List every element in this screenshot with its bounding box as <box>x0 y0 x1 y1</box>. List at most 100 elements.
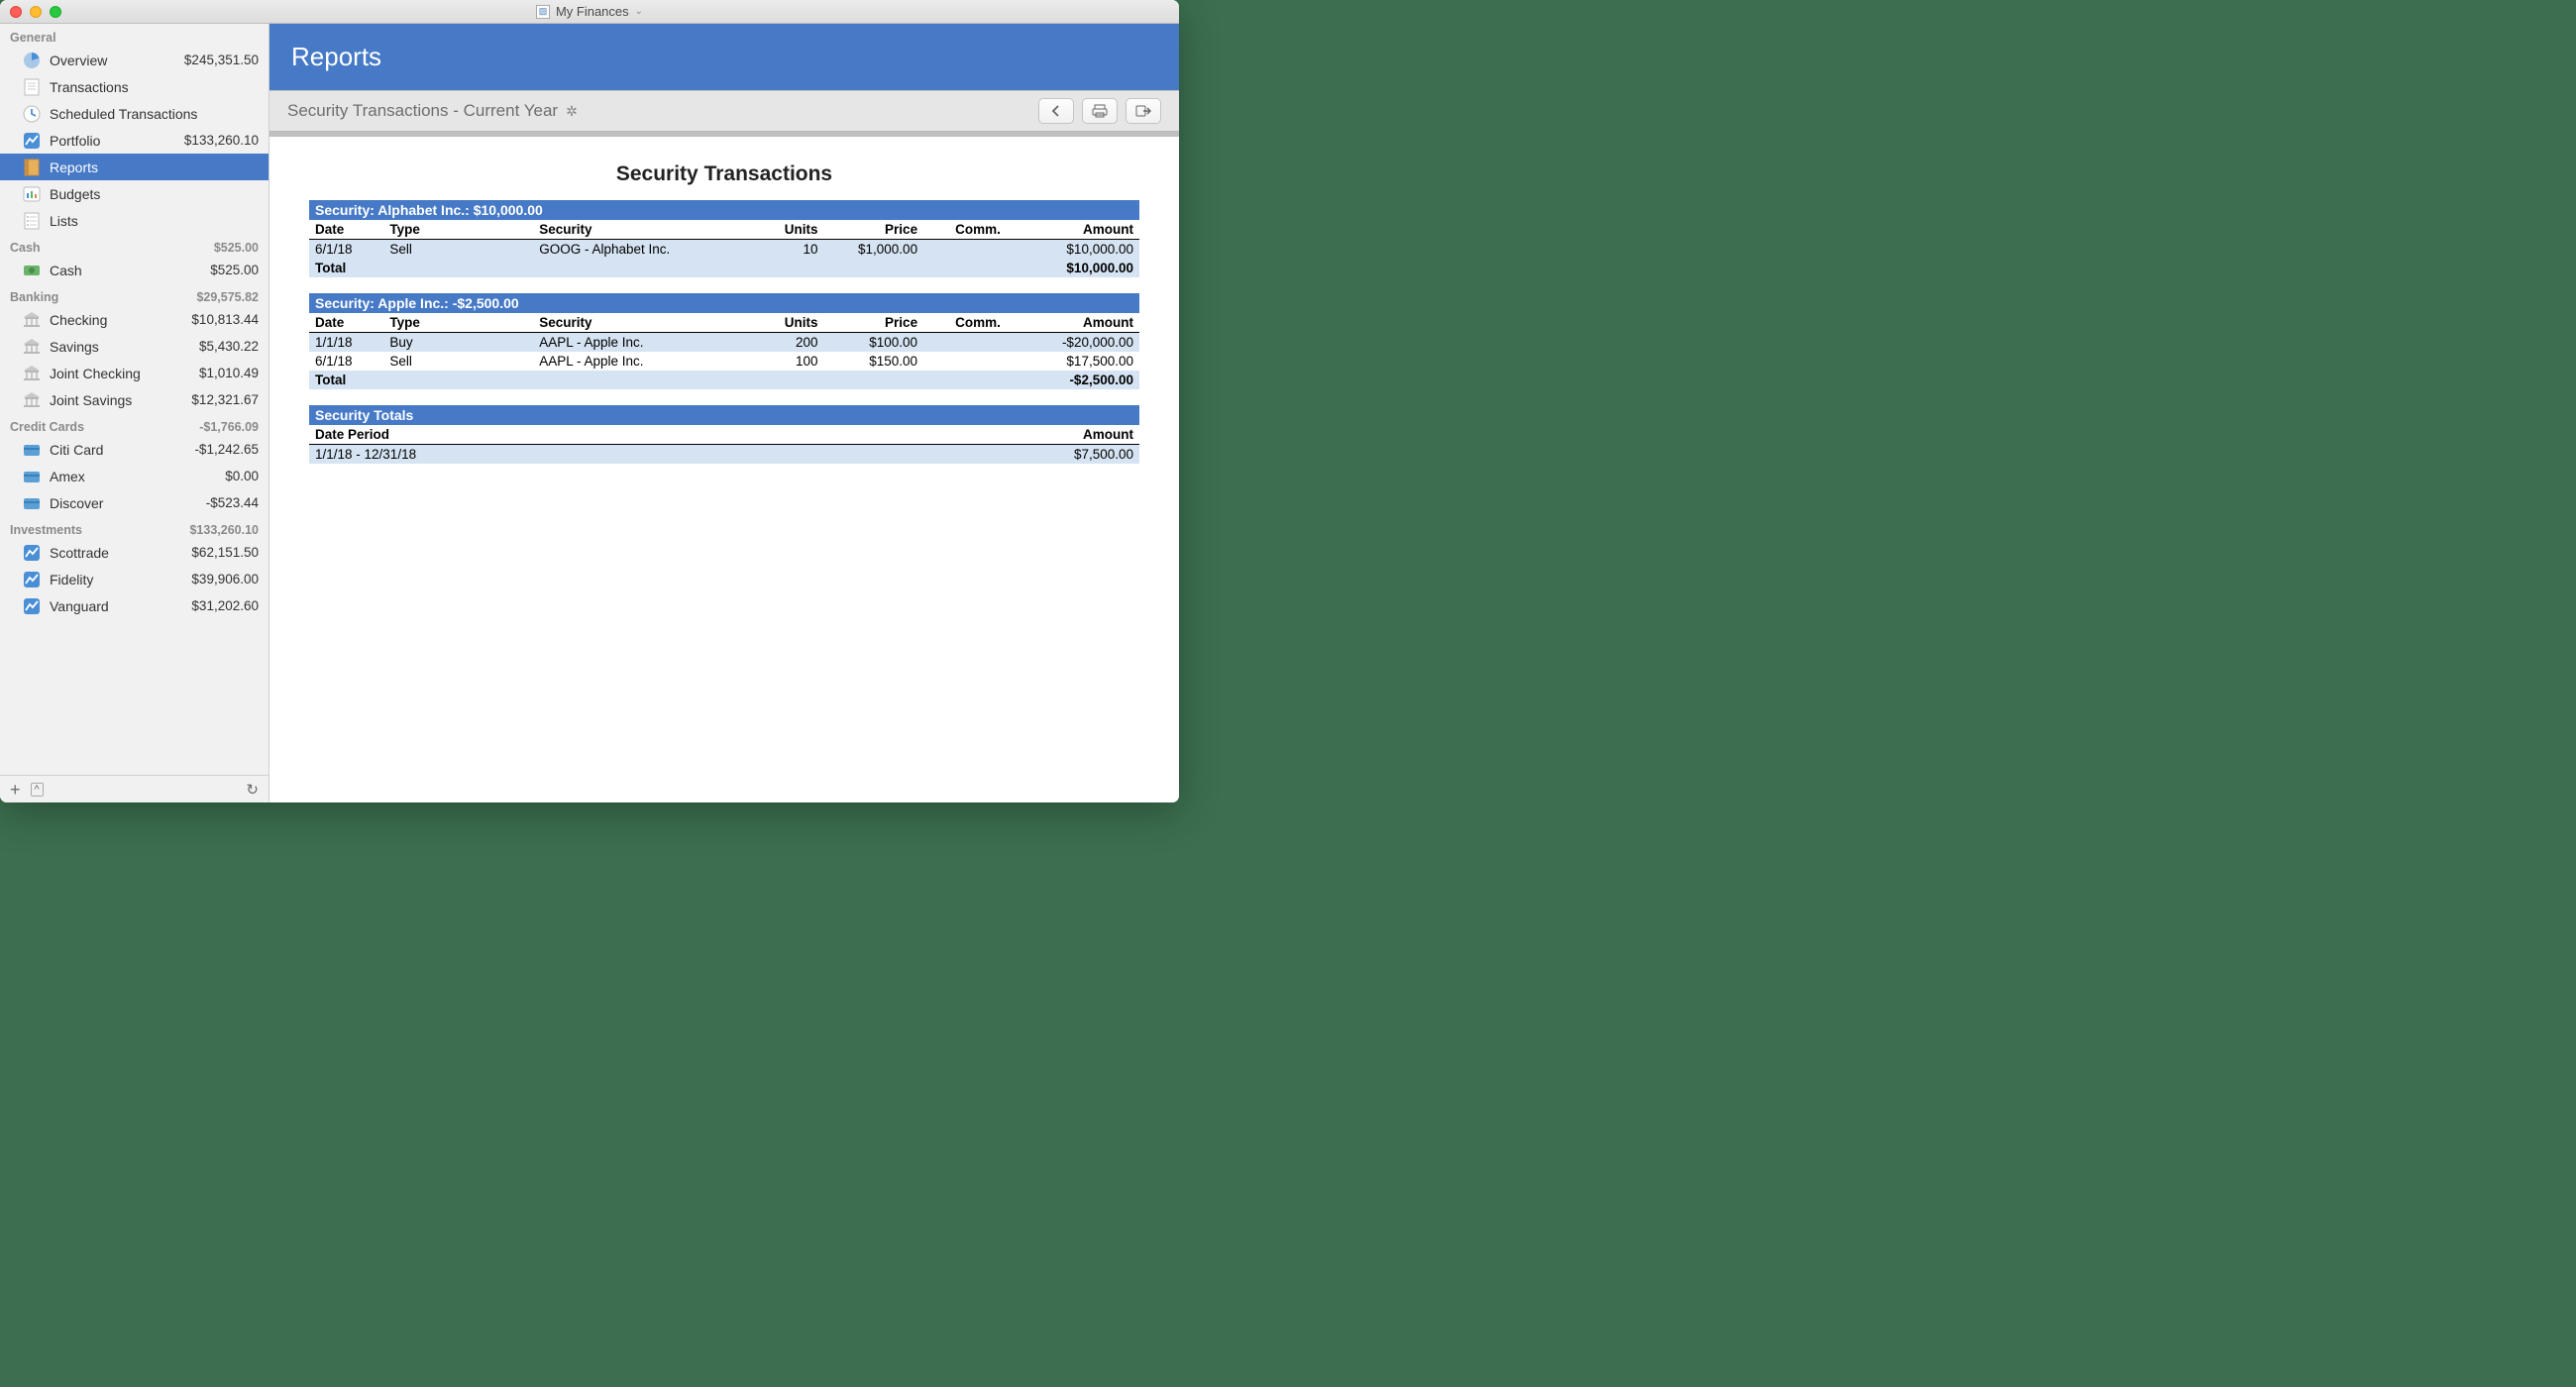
sidebar-item-label: Savings <box>50 339 199 355</box>
table-row: 6/1/18SellAAPL - Apple Inc.100$150.00$17… <box>309 352 1139 371</box>
scheduled-icon <box>22 104 42 124</box>
group-total: $29,575.82 <box>196 290 259 304</box>
budgets-icon <box>22 184 42 204</box>
sidebar-item-label: Joint Checking <box>50 366 199 381</box>
cell-comm <box>923 352 1007 371</box>
export-button[interactable] <box>1126 98 1161 124</box>
column-header: Date Period <box>309 425 818 445</box>
sidebar-item-label: Checking <box>50 312 191 328</box>
back-button[interactable] <box>1038 98 1074 124</box>
action-button[interactable]: ^ <box>31 783 44 797</box>
gear-icon[interactable]: ✲ <box>566 103 578 120</box>
total-amount: -$2,500.00 <box>1007 371 1139 389</box>
sidebar-group-header: Banking$29,575.82 <box>0 283 268 306</box>
add-button[interactable]: + <box>10 783 21 797</box>
window-title[interactable]: ▧ My Finances ⌄ <box>0 4 1179 19</box>
document-icon: ▧ <box>536 5 550 19</box>
column-header: Type <box>383 313 533 333</box>
portfolio-icon <box>22 570 42 589</box>
refresh-icon[interactable]: ↻ <box>246 781 259 799</box>
sidebar-item-label: Overview <box>50 53 184 68</box>
column-header: Type <box>383 220 533 240</box>
total-row: Total-$2,500.00 <box>309 371 1139 389</box>
column-header: Units <box>749 313 823 333</box>
sidebar-item-label: Discover <box>50 495 206 511</box>
sidebar-group-header: Investments$133,260.10 <box>0 516 268 539</box>
close-icon[interactable] <box>10 6 22 18</box>
sidebar-item-discover[interactable]: Discover-$523.44 <box>0 489 268 516</box>
sidebar-item-portfolio[interactable]: Portfolio$133,260.10 <box>0 127 268 154</box>
sidebar-item-label: Lists <box>50 213 259 229</box>
sidebar-item-joint-savings[interactable]: Joint Savings$12,321.67 <box>0 386 268 413</box>
sidebar-item-amount: $133,260.10 <box>184 133 259 148</box>
app-window: ▧ My Finances ⌄ General Overview$245,351.… <box>0 0 1179 802</box>
total-label: Total <box>309 371 1007 389</box>
column-header: Comm. <box>923 313 1007 333</box>
window-body: General Overview$245,351.50Transactions Sc… <box>0 24 1179 802</box>
column-header: Security <box>533 220 749 240</box>
column-header: Amount <box>1007 313 1139 333</box>
sidebar-item-fidelity[interactable]: Fidelity$39,906.00 <box>0 566 268 592</box>
table-row: 6/1/18SellGOOG - Alphabet Inc.10$1,000.0… <box>309 240 1139 260</box>
sidebar-item-label: Portfolio <box>50 133 184 149</box>
sidebar-item-scheduled-transactions[interactable]: Scheduled Transactions <box>0 100 268 127</box>
period-cell: 1/1/18 - 12/31/18 <box>309 445 818 465</box>
amount-cell: $7,500.00 <box>818 445 1139 465</box>
group-label: Cash <box>10 241 41 255</box>
cell-date: 6/1/18 <box>309 240 383 260</box>
bank-icon <box>22 390 42 410</box>
cell-comm <box>923 333 1007 353</box>
sidebar-item-vanguard[interactable]: Vanguard$31,202.60 <box>0 592 268 619</box>
zoom-icon[interactable] <box>50 6 61 18</box>
column-header: Amount <box>1007 220 1139 240</box>
sidebar-item-amex[interactable]: Amex$0.00 <box>0 463 268 489</box>
sidebar-item-transactions[interactable]: Transactions <box>0 73 268 100</box>
main-pane: Reports Security Transactions - Current … <box>269 24 1179 802</box>
column-header: Amount <box>818 425 1139 445</box>
cell-units: 100 <box>749 352 823 371</box>
column-header: Security <box>533 313 749 333</box>
bank-icon <box>22 310 42 330</box>
cell-amount: $10,000.00 <box>1007 240 1139 260</box>
sidebar-item-amount: -$523.44 <box>206 495 259 510</box>
cell-units: 200 <box>749 333 823 353</box>
group-label: General <box>10 31 56 45</box>
totals-table: Date Period Amount 1/1/18 - 12/31/18 $7,… <box>309 425 1139 464</box>
sidebar-item-scottrade[interactable]: Scottrade$62,151.50 <box>0 539 268 566</box>
total-row: Total$10,000.00 <box>309 259 1139 277</box>
report-name: Security Transactions - Current Year <box>287 101 558 121</box>
sidebar-item-joint-checking[interactable]: Joint Checking$1,010.49 <box>0 360 268 386</box>
print-button[interactable] <box>1082 98 1118 124</box>
sidebar-item-savings[interactable]: Savings$5,430.22 <box>0 333 268 360</box>
sidebar-item-overview[interactable]: Overview$245,351.50 <box>0 47 268 73</box>
table-row: 1/1/18BuyAAPL - Apple Inc.200$100.00-$20… <box>309 333 1139 353</box>
security-totals-section: Security Totals Date Period Amount 1/1/1… <box>309 405 1139 464</box>
sidebar-item-reports[interactable]: Reports <box>0 154 268 180</box>
transactions-table: DateTypeSecurityUnitsPriceComm.Amount6/1… <box>309 220 1139 277</box>
cell-date: 1/1/18 <box>309 333 383 353</box>
sidebar-item-lists[interactable]: Lists <box>0 207 268 234</box>
sidebar-item-budgets[interactable]: Budgets <box>0 180 268 207</box>
sidebar-item-amount: -$1,242.65 <box>194 442 259 457</box>
sidebar-item-checking[interactable]: Checking$10,813.44 <box>0 306 268 333</box>
sidebar-item-amount: $39,906.00 <box>191 572 259 587</box>
sidebar-footer: + ^ ↻ <box>0 775 268 802</box>
sidebar-item-label: Scheduled Transactions <box>50 106 259 122</box>
total-amount: $10,000.00 <box>1007 259 1139 277</box>
cell-type: Sell <box>383 352 533 371</box>
sidebar-item-cash[interactable]: Cash$525.00 <box>0 257 268 283</box>
cell-date: 6/1/18 <box>309 352 383 371</box>
sidebar-item-citi-card[interactable]: Citi Card-$1,242.65 <box>0 436 268 463</box>
minimize-icon[interactable] <box>30 6 42 18</box>
cell-type: Buy <box>383 333 533 353</box>
column-header: Price <box>824 313 924 333</box>
sidebar-item-label: Cash <box>50 263 210 278</box>
sidebar-item-label: Reports <box>50 160 259 175</box>
sidebar-item-amount: $31,202.60 <box>191 598 259 613</box>
sidebar-group-header: General <box>0 24 268 47</box>
group-label: Credit Cards <box>10 420 84 434</box>
sidebar-item-label: Scottrade <box>50 545 191 561</box>
cell-price: $1,000.00 <box>824 240 924 260</box>
sidebar-item-amount: $10,813.44 <box>191 312 259 327</box>
cell-price: $100.00 <box>824 333 924 353</box>
